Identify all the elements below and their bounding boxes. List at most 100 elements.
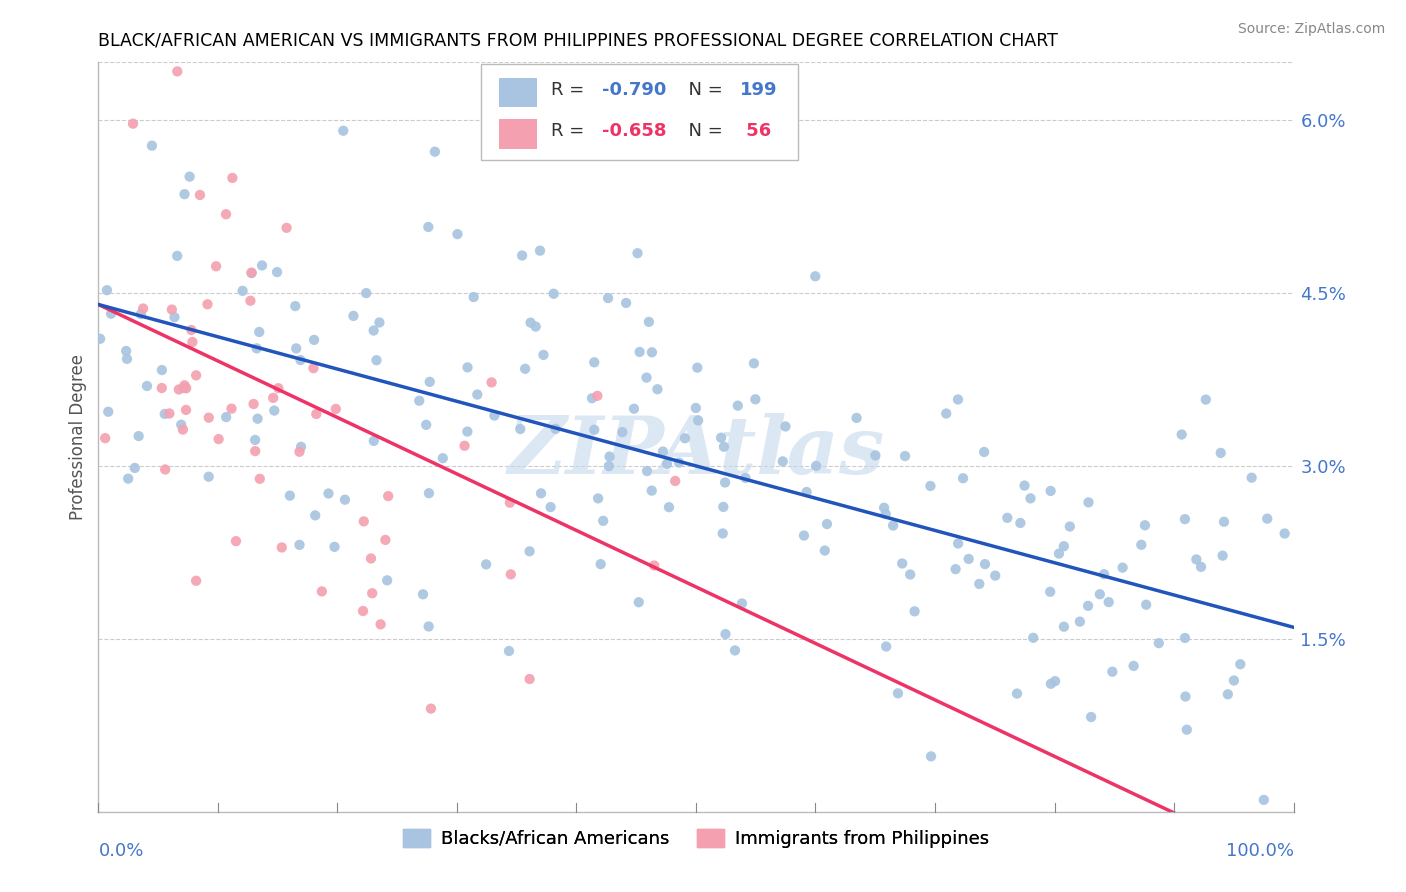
Point	[366, 353, 388, 368]
Bar	[499, 78, 537, 107]
Point	[638, 315, 661, 329]
Point	[302, 333, 325, 347]
Point	[129, 307, 152, 321]
Point	[714, 627, 737, 641]
Point	[173, 381, 195, 395]
Point	[499, 567, 522, 582]
Point	[115, 343, 138, 358]
Point	[150, 381, 173, 395]
Point	[641, 345, 664, 359]
Point	[1175, 723, 1198, 737]
Point	[333, 492, 356, 507]
Point	[596, 291, 619, 305]
Point	[375, 574, 398, 588]
Point	[952, 471, 974, 485]
Point	[509, 422, 531, 436]
Text: -0.658: -0.658	[602, 122, 666, 140]
Point	[197, 410, 219, 425]
Point	[1092, 567, 1115, 582]
Point	[598, 459, 620, 474]
Point	[519, 672, 541, 686]
Point	[89, 332, 111, 346]
Point	[1039, 677, 1062, 691]
Point	[1088, 587, 1111, 601]
Point	[627, 595, 650, 609]
Point	[363, 434, 385, 448]
Point	[875, 640, 897, 654]
Point	[686, 360, 709, 375]
Legend: Blacks/African Americans, Immigrants from Philippines: Blacks/African Americans, Immigrants fro…	[396, 822, 995, 855]
Point	[418, 219, 440, 234]
Point	[284, 299, 307, 313]
Point	[481, 376, 503, 390]
Point	[1213, 515, 1236, 529]
Point	[418, 486, 440, 500]
Point	[1053, 539, 1076, 553]
Point	[290, 440, 312, 454]
Point	[246, 411, 269, 425]
Point	[586, 389, 609, 403]
Point	[232, 284, 254, 298]
Point	[1069, 615, 1091, 629]
Point	[215, 410, 238, 425]
Point	[157, 407, 180, 421]
Point	[377, 489, 399, 503]
Point	[225, 534, 247, 549]
Point	[173, 187, 195, 202]
Point	[1101, 665, 1123, 679]
Point	[288, 444, 311, 458]
Point	[1077, 599, 1099, 613]
Point	[796, 485, 818, 500]
Point	[353, 514, 375, 528]
Point	[636, 464, 658, 478]
Point	[946, 392, 969, 407]
Point	[263, 403, 285, 417]
Point	[180, 323, 202, 337]
Point	[100, 307, 122, 321]
Point	[935, 407, 957, 421]
Point	[290, 353, 312, 368]
Point	[887, 686, 910, 700]
Point	[845, 411, 868, 425]
Point	[153, 407, 176, 421]
Point	[363, 324, 385, 338]
Point	[614, 296, 637, 310]
Point	[973, 445, 995, 459]
Point	[174, 381, 197, 395]
Point	[446, 227, 468, 241]
Point	[304, 508, 326, 523]
Point	[664, 474, 686, 488]
Point	[267, 381, 290, 395]
Point	[1174, 690, 1197, 704]
Point	[181, 334, 204, 349]
Text: 199: 199	[740, 81, 778, 99]
Point	[711, 526, 734, 541]
Point	[240, 266, 263, 280]
Point	[1014, 478, 1036, 492]
Point	[1053, 620, 1076, 634]
Point	[215, 207, 238, 221]
Point	[724, 643, 747, 657]
Point	[408, 393, 430, 408]
Point	[515, 361, 537, 376]
Point	[318, 486, 340, 500]
Point	[150, 363, 173, 377]
Point	[1170, 427, 1192, 442]
Point	[423, 145, 446, 159]
Point	[276, 220, 298, 235]
Point	[894, 449, 917, 463]
Point	[804, 458, 827, 473]
Point	[586, 491, 609, 506]
Point	[875, 507, 897, 521]
Point	[583, 355, 606, 369]
Point	[628, 345, 651, 359]
Point	[250, 259, 273, 273]
Point	[1201, 841, 1223, 855]
Point	[323, 540, 346, 554]
Point	[1133, 518, 1156, 533]
Point	[1019, 491, 1042, 506]
Point	[342, 309, 364, 323]
Point	[457, 360, 479, 375]
Point	[865, 449, 887, 463]
Point	[115, 351, 138, 366]
